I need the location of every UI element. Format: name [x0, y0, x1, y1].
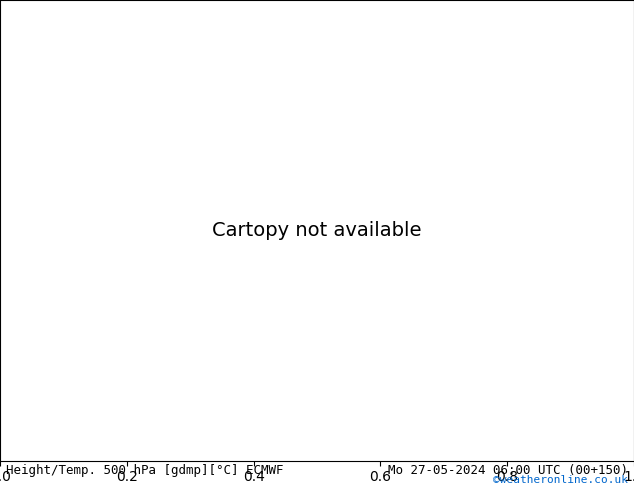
Text: Height/Temp. 500 hPa [gdmp][°C] ECMWF: Height/Temp. 500 hPa [gdmp][°C] ECMWF: [6, 464, 284, 477]
Text: Cartopy not available: Cartopy not available: [212, 221, 422, 240]
Text: Mo 27-05-2024 06:00 UTC (00+150): Mo 27-05-2024 06:00 UTC (00+150): [387, 464, 628, 477]
Text: ©weatheronline.co.uk: ©weatheronline.co.uk: [493, 475, 628, 485]
